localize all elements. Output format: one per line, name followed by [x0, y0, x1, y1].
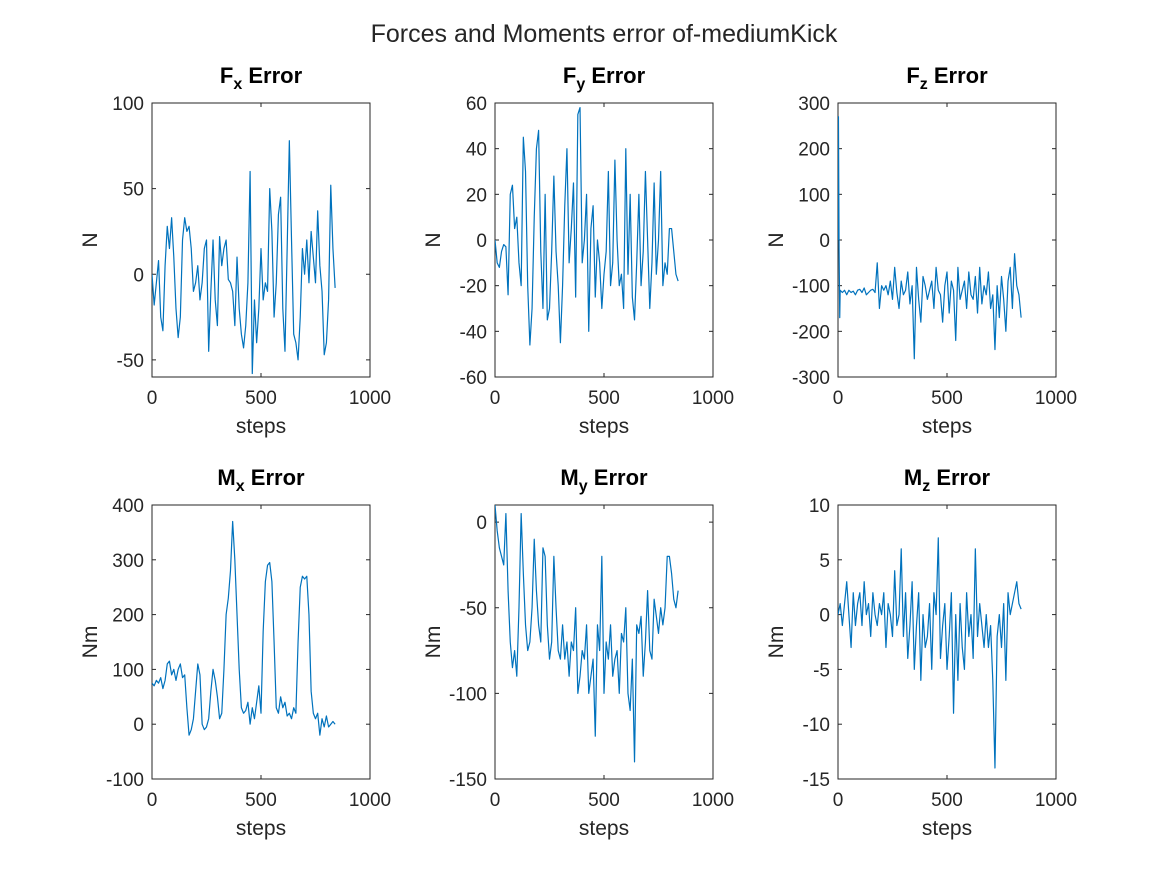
x-tick-label: 0: [147, 790, 158, 811]
y-tick-label: -15: [803, 770, 830, 791]
x-tick-label: 0: [833, 790, 844, 811]
y-tick-label: 0: [819, 606, 830, 627]
axes-box: [151, 102, 371, 378]
x-tick-label: 500: [931, 388, 963, 409]
axes-box: [151, 504, 371, 780]
y-tick-label: 400: [112, 496, 144, 517]
y-tick-label: -200: [792, 322, 830, 343]
axes-box: [494, 102, 714, 378]
axes-box: [494, 504, 714, 780]
y-tick-label: 300: [112, 551, 144, 572]
x-tick-label: 1000: [692, 388, 734, 409]
subplot-title: Fz Error: [906, 63, 988, 93]
x-axis-label: steps: [579, 415, 629, 438]
y-tick-label: -40: [460, 322, 487, 343]
x-tick-label: 0: [490, 790, 501, 811]
y-tick-label: 10: [809, 496, 830, 517]
y-tick-label: -60: [460, 368, 487, 389]
x-tick-label: 1000: [1035, 388, 1077, 409]
x-tick-label: 1000: [692, 790, 734, 811]
subplot-6: 0 500 1000 -15 -10 -5 0 5 10 Mz Error steps Nm: [765, 465, 1077, 840]
axes-box: [837, 102, 1057, 378]
x-tick-label: 0: [833, 388, 844, 409]
y-tick-label: 100: [112, 660, 144, 681]
x-tick-label: 500: [245, 790, 277, 811]
subplot-title: Fx Error: [220, 63, 303, 93]
y-tick-label: 0: [133, 715, 144, 736]
x-tick-label: 1000: [349, 790, 391, 811]
subplot-title: Mz Error: [904, 465, 991, 495]
y-axis-label: Nm: [79, 626, 102, 659]
y-tick-label: 300: [798, 94, 830, 115]
y-tick-label: -50: [117, 351, 144, 372]
y-tick-label: -20: [460, 277, 487, 298]
y-tick-label: -100: [792, 277, 830, 298]
y-tick-label: -5: [813, 660, 830, 681]
y-tick-label: 20: [466, 185, 487, 206]
x-tick-label: 500: [588, 388, 620, 409]
series-line: [152, 520, 336, 736]
subplot-2: 0 500 1000 -60 -40 -20 0 20 40 60 Fy Error steps N: [422, 63, 734, 438]
subplot-5: 0 500 1000 -150 -100 -50 0 My Error steps Nm: [422, 465, 734, 840]
x-tick-label: 1000: [349, 388, 391, 409]
y-tick-label: 0: [133, 265, 144, 286]
x-axis-label: steps: [236, 415, 286, 438]
y-tick-label: -10: [803, 715, 830, 736]
x-axis-label: steps: [236, 817, 286, 840]
y-axis-label: N: [422, 232, 445, 247]
series-line: [495, 505, 679, 763]
x-axis-label: steps: [579, 817, 629, 840]
subplot-title: Mx Error: [217, 465, 305, 495]
x-tick-label: 500: [245, 388, 277, 409]
y-tick-label: 100: [112, 94, 144, 115]
y-tick-label: -100: [106, 770, 144, 791]
y-tick-label: -300: [792, 368, 830, 389]
x-axis-label: steps: [922, 415, 972, 438]
y-tick-label: 60: [466, 94, 487, 115]
subplot-title: Fy Error: [563, 63, 646, 93]
y-tick-label: -150: [449, 770, 487, 791]
y-axis-label: N: [79, 232, 102, 247]
y-tick-label: 40: [466, 140, 487, 161]
x-tick-label: 500: [588, 790, 620, 811]
y-tick-label: -100: [449, 684, 487, 705]
y-tick-label: 50: [123, 180, 144, 201]
y-tick-label: 0: [476, 513, 487, 534]
x-axis-label: steps: [922, 817, 972, 840]
x-tick-label: 0: [490, 388, 501, 409]
y-tick-label: 5: [819, 551, 830, 572]
y-tick-label: 100: [798, 185, 830, 206]
y-tick-label: 0: [819, 231, 830, 252]
series-line: [495, 106, 679, 346]
y-tick-label: 200: [798, 140, 830, 161]
axes-box: [837, 504, 1057, 780]
y-tick-label: 200: [112, 606, 144, 627]
y-axis-label: Nm: [422, 626, 445, 659]
series-line: [152, 140, 336, 375]
y-axis-label: N: [765, 232, 788, 247]
x-tick-label: 0: [147, 388, 158, 409]
y-axis-label: Nm: [765, 626, 788, 659]
figure-title: Forces and Moments error of-mediumKick: [371, 20, 838, 48]
series-line: [838, 537, 1022, 769]
y-tick-label: -50: [460, 599, 487, 620]
subplot-3: 0 500 1000 -300 -200 -100 0 100 200 300 Fz Error st…: [765, 63, 1077, 438]
series-line: [838, 116, 1022, 360]
subplot-title: My Error: [560, 465, 648, 495]
x-tick-label: 500: [931, 790, 963, 811]
y-tick-label: 0: [476, 231, 487, 252]
x-tick-label: 1000: [1035, 790, 1077, 811]
